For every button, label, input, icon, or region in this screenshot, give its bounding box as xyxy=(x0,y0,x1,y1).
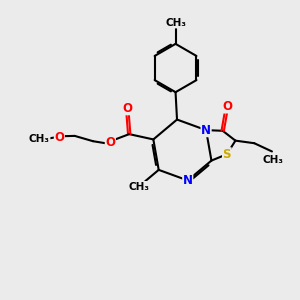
Text: O: O xyxy=(222,100,232,113)
Text: CH₃: CH₃ xyxy=(263,155,284,165)
Text: CH₃: CH₃ xyxy=(29,134,50,144)
Text: CH₃: CH₃ xyxy=(128,182,149,191)
Text: N: N xyxy=(183,174,193,187)
Text: O: O xyxy=(123,102,133,115)
Text: O: O xyxy=(105,136,115,149)
Text: S: S xyxy=(223,148,231,161)
Text: O: O xyxy=(54,131,64,144)
Text: N: N xyxy=(201,124,211,136)
Text: CH₃: CH₃ xyxy=(165,18,186,28)
